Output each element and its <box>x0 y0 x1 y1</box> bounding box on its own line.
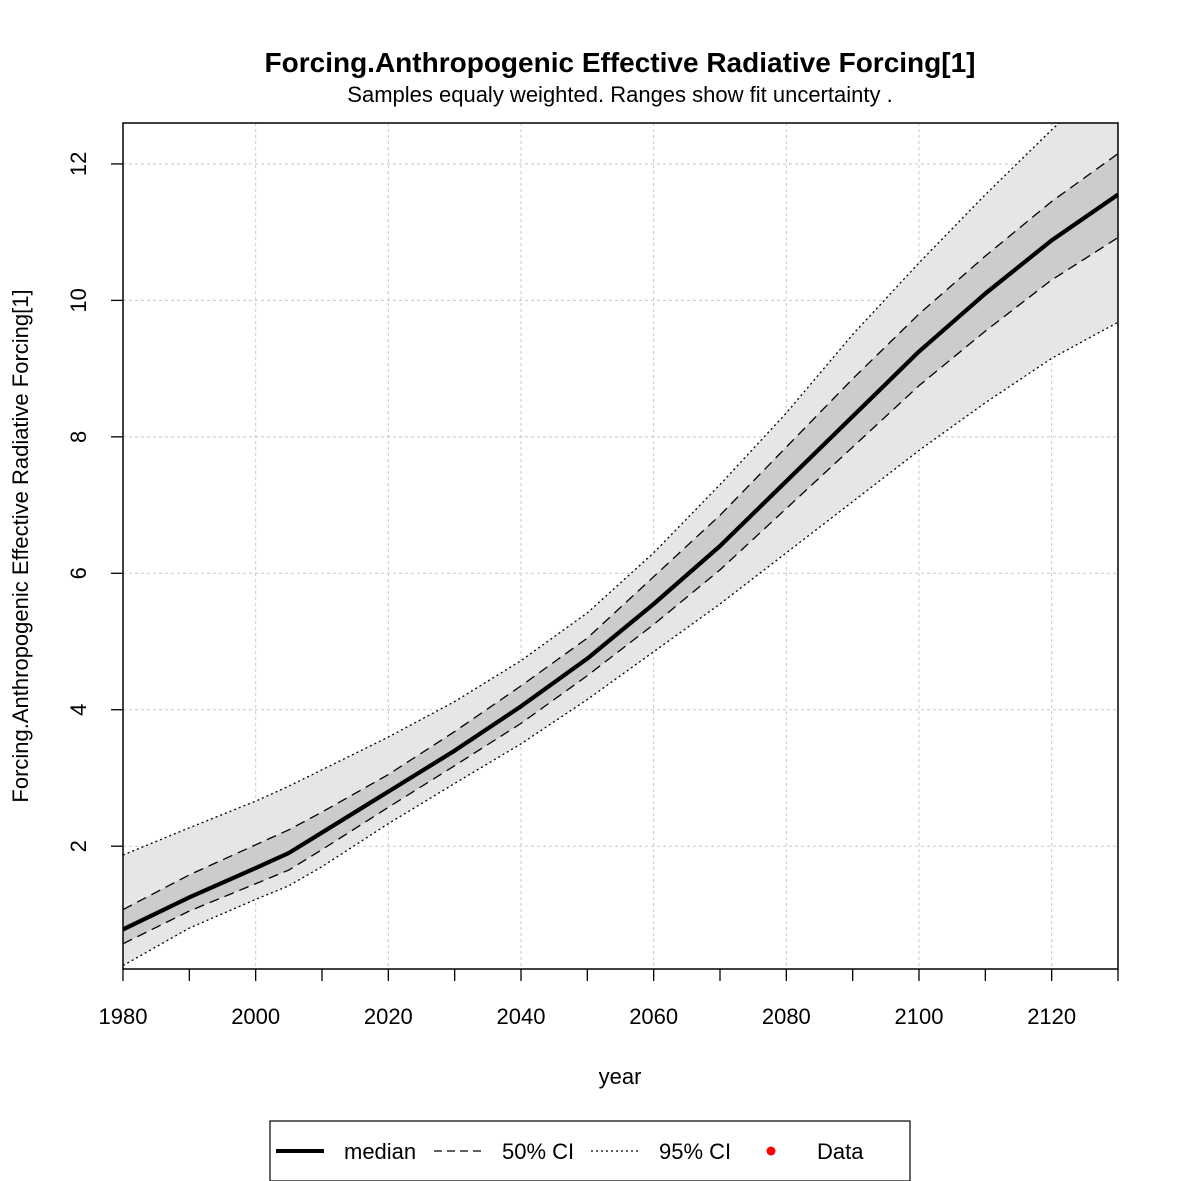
legend-50ci-label: 50% CI <box>502 1139 574 1164</box>
x-tick-label: 2020 <box>364 1004 413 1029</box>
x-tick-label: 2060 <box>629 1004 678 1029</box>
y-tick-label: 12 <box>66 152 91 176</box>
legend-95ci-label: 95% CI <box>659 1139 731 1164</box>
y-tick-label: 2 <box>66 840 91 852</box>
series-line-50ci-upper <box>123 153 1118 911</box>
band-50ci <box>123 153 1118 944</box>
x-tick-label: 1980 <box>99 1004 148 1029</box>
legend-median-label: median <box>344 1139 416 1164</box>
x-axis: 1980 2000 2020 2040 2060 2080 2100 2120 <box>99 969 1119 1029</box>
legend: median 50% CI 95% CI Data <box>269 1120 911 1181</box>
chart-title: Forcing.Anthropogenic Effective Radiativ… <box>265 47 976 78</box>
x-tick-label: 2040 <box>497 1004 546 1029</box>
x-tick-label: 2100 <box>895 1004 944 1029</box>
uncertainty-bands <box>123 123 1118 966</box>
x-tick-label: 2080 <box>762 1004 811 1029</box>
series-lines <box>123 123 1118 967</box>
legend-data-label: Data <box>817 1139 864 1164</box>
plot-frame <box>122 122 1119 970</box>
legend-box <box>269 1120 911 1181</box>
x-tick-label: 2120 <box>1027 1004 1076 1029</box>
y-tick-label: 6 <box>66 567 91 579</box>
y-tick-label: 10 <box>66 288 91 312</box>
x-axis-label: year <box>599 1064 642 1089</box>
series-line-median <box>123 192 1118 932</box>
legend-data-swatch <box>766 1146 776 1156</box>
series-line-95ci-upper <box>123 123 1060 856</box>
y-axis: 2 4 6 8 10 12 <box>66 152 123 852</box>
y-tick-label: 4 <box>66 704 91 716</box>
series-line-95ci-lower <box>123 321 1118 967</box>
band-95ci <box>123 123 1118 966</box>
series-line-50ci-lower <box>123 237 1118 945</box>
chart-subtitle: Samples equaly weighted. Ranges show fit… <box>347 82 892 107</box>
y-axis-label: Forcing.Anthropogenic Effective Radiativ… <box>8 289 33 802</box>
y-tick-label: 8 <box>66 431 91 443</box>
x-tick-label: 2000 <box>231 1004 280 1029</box>
